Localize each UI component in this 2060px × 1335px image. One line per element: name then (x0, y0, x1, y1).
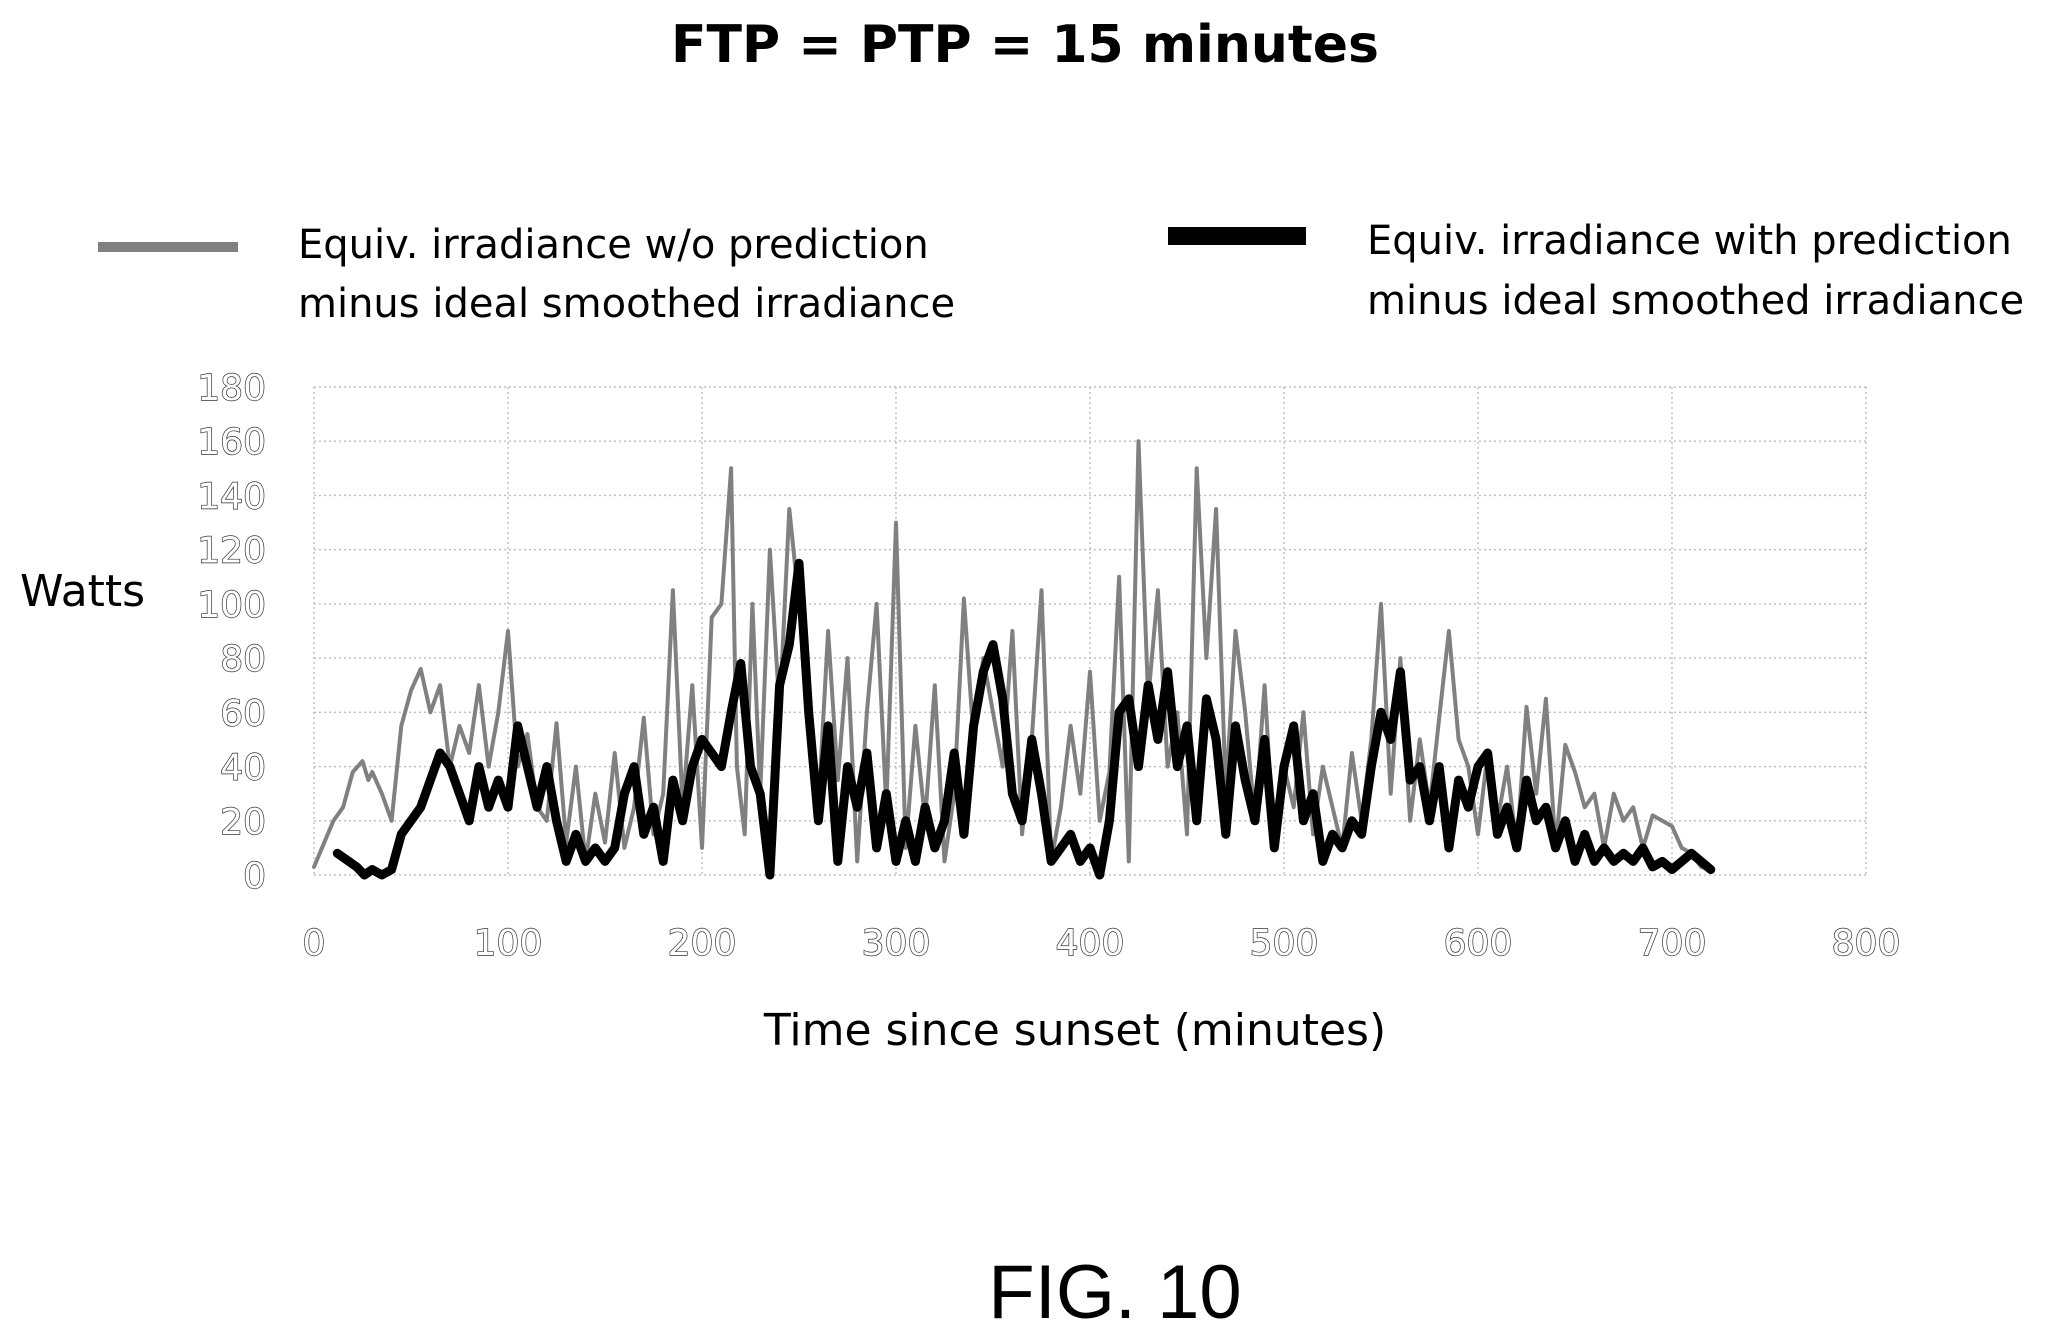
legend-label-series-2-line-1: Equiv. irradiance with prediction (1367, 218, 2012, 264)
series-lines (312, 439, 1716, 880)
y-tick-label-0: 0 (243, 856, 266, 897)
y-tick-label-80: 80 (220, 639, 266, 680)
y-tick-label-180: 180 (197, 368, 266, 409)
legend: Equiv. irradiance w/o prediction minus i… (98, 218, 2024, 327)
legend-label-series-2-line-2: minus ideal smoothed irradiance (1367, 278, 2024, 324)
x-tick-label-200: 200 (668, 923, 737, 964)
y-tick-label-20: 20 (220, 802, 266, 843)
x-axis-label: Time since sunset (minutes) (763, 1005, 1386, 1056)
figure-label: FIG. 10 (988, 1250, 1241, 1335)
x-tick-label-600: 600 (1444, 923, 1513, 964)
legend-label-series-1-line-1: Equiv. irradiance w/o prediction (298, 222, 929, 268)
chart-title: FTP = PTP = 15 minutes (671, 15, 1379, 75)
x-tick-label-400: 400 (1056, 923, 1125, 964)
legend-label-series-1-line-2: minus ideal smoothed irradiance (298, 281, 955, 327)
x-tick-label-800: 800 (1832, 923, 1901, 964)
x-tick-labels: 0 100 200 300 400 500 600 700 800 (302, 922, 1901, 964)
gridlines (313, 386, 1867, 876)
y-tick-label-140: 140 (197, 476, 266, 517)
x-tick-label-500: 500 (1250, 923, 1319, 964)
y-tick-labels: 0 20 40 60 80 100 120 140 160 180 (197, 367, 267, 897)
series-line-2 (332, 558, 1716, 880)
x-tick-label-300: 300 (862, 923, 931, 964)
y-tick-label-60: 60 (220, 693, 266, 734)
y-axis-label: Watts (20, 566, 145, 617)
series-line-1 (312, 439, 1713, 872)
y-tick-label-160: 160 (197, 422, 266, 463)
y-tick-label-100: 100 (197, 585, 266, 626)
x-tick-label-100: 100 (474, 923, 543, 964)
y-tick-label-40: 40 (220, 748, 266, 789)
x-tick-label-700: 700 (1638, 923, 1707, 964)
x-tick-label-0: 0 (303, 923, 326, 964)
y-tick-label-120: 120 (197, 531, 266, 572)
